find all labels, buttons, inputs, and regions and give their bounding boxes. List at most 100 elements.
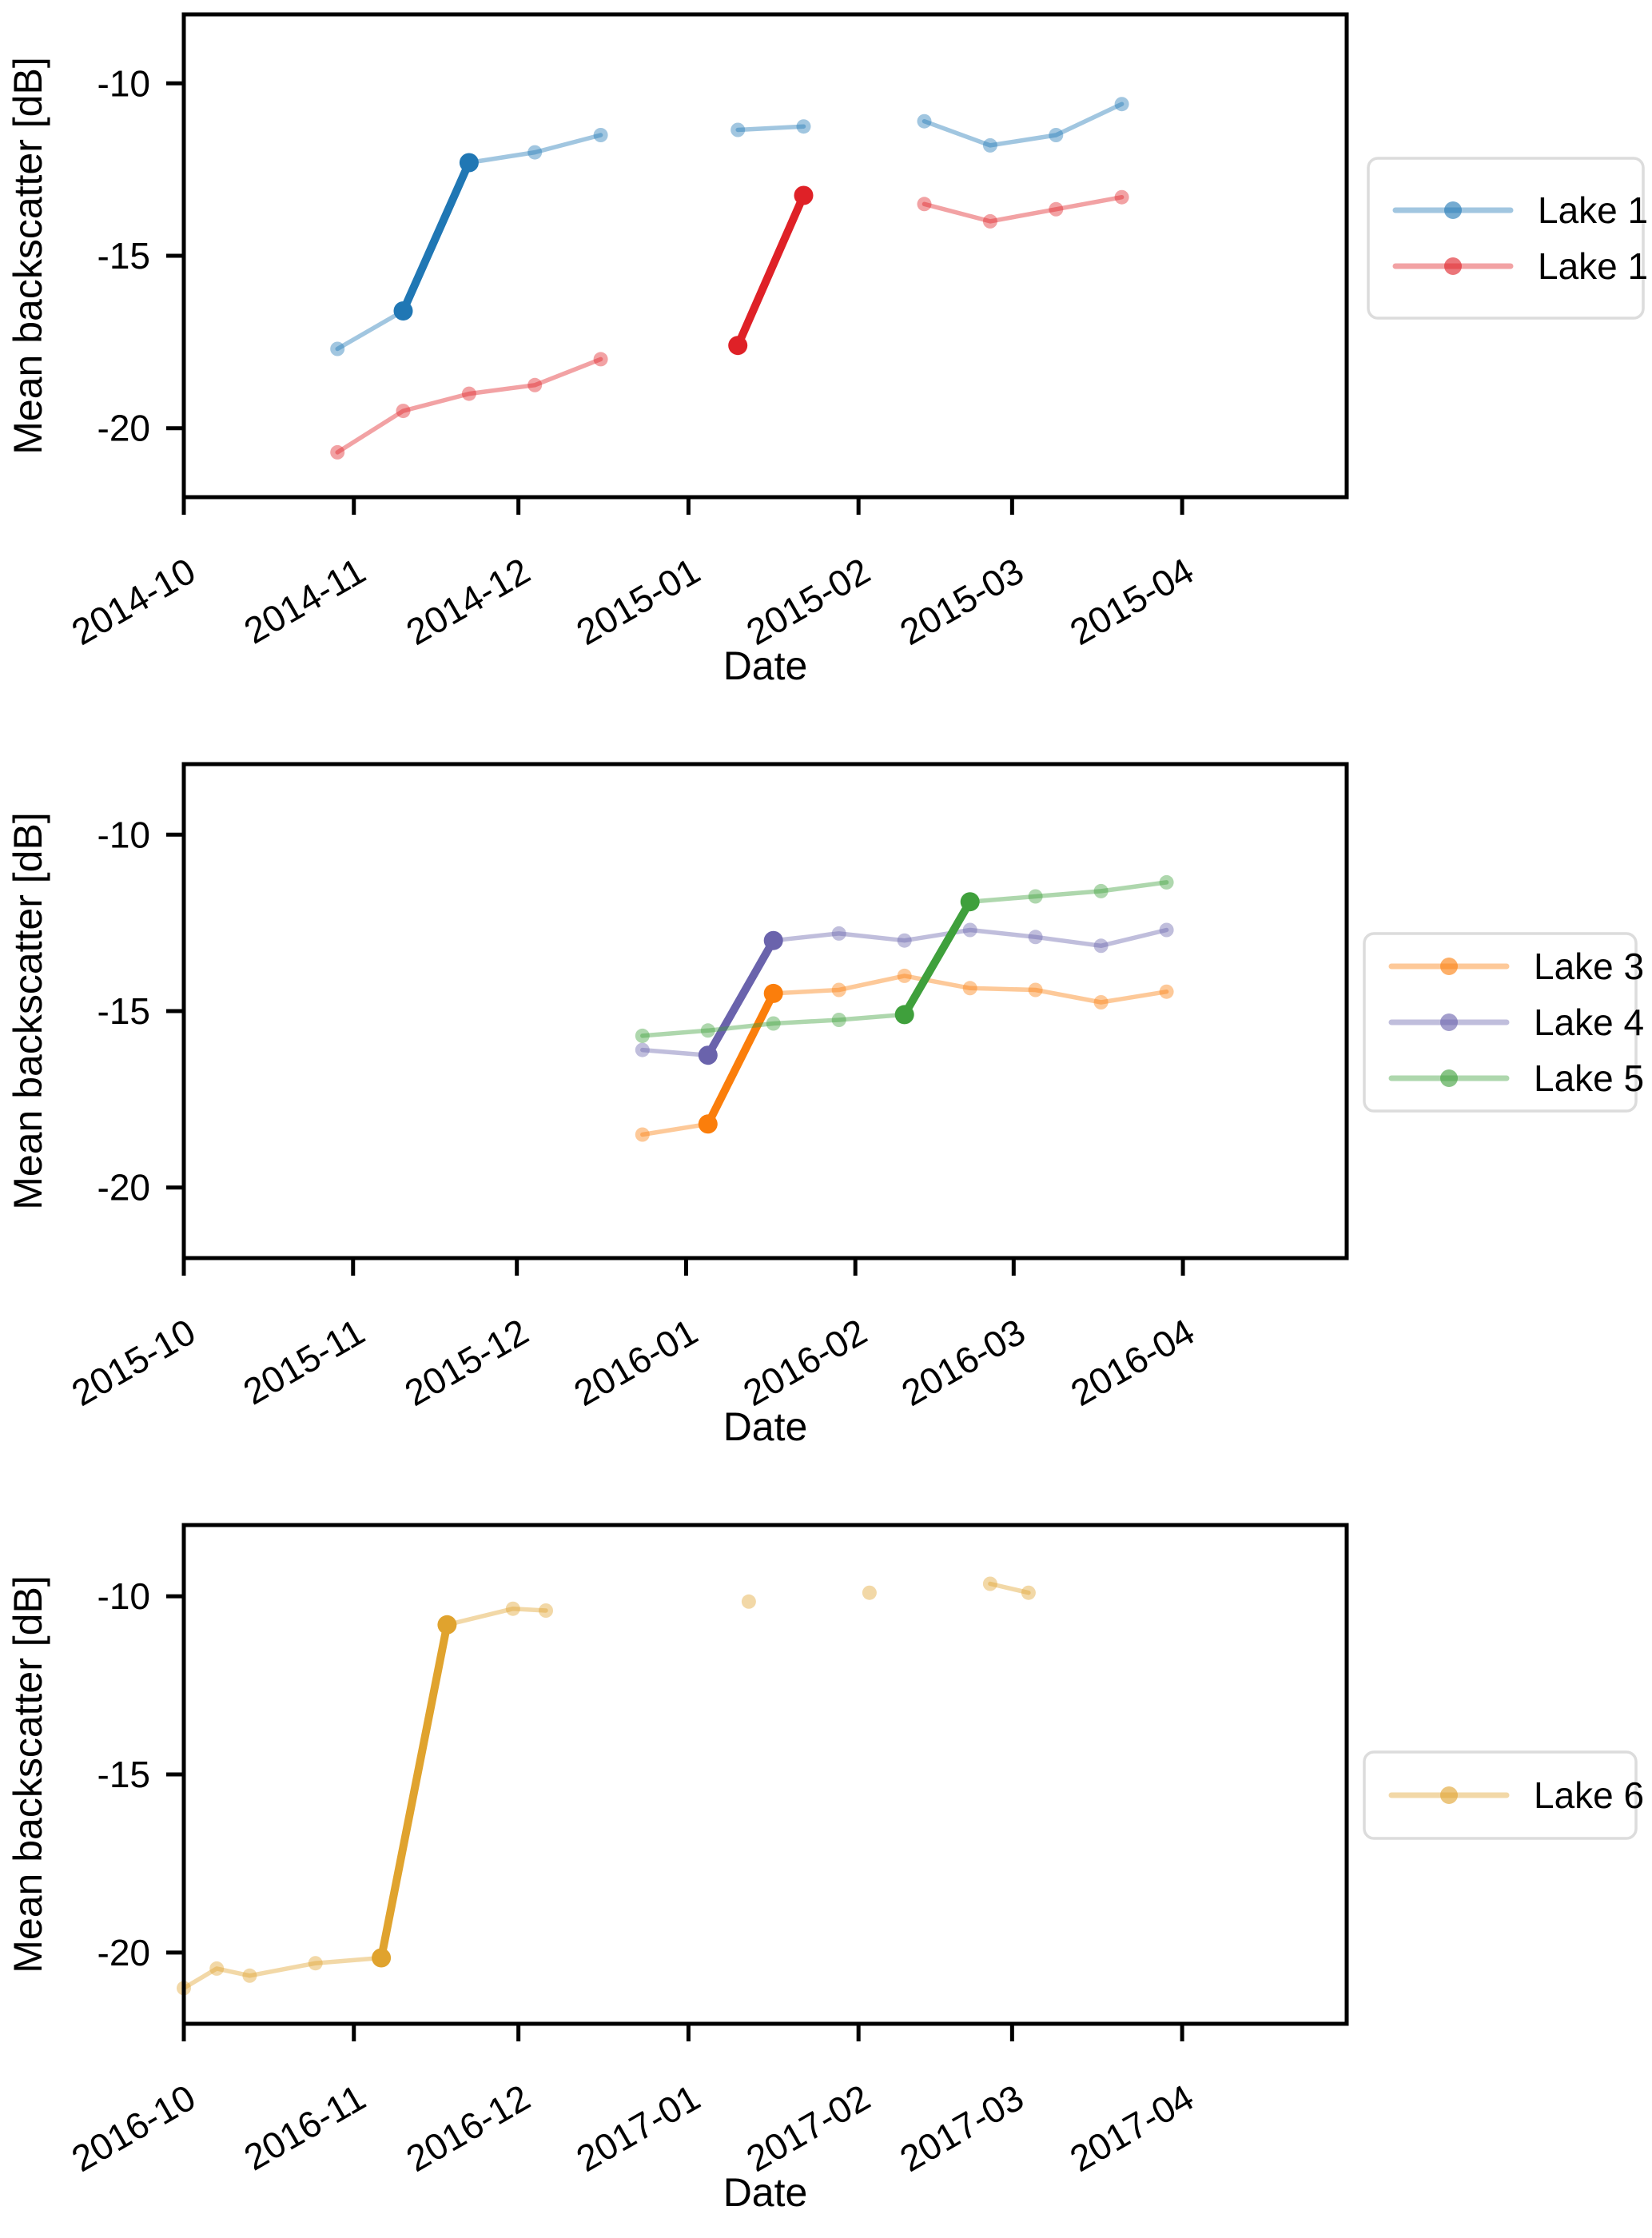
data-point: [962, 922, 977, 938]
data-point: [1049, 128, 1064, 142]
series-line: [335, 356, 603, 455]
x-tick-label: 2015-04: [1063, 550, 1200, 653]
x-tick-label: 2017-02: [739, 2077, 877, 2180]
legend-entry: Lake 1: [1392, 189, 1648, 231]
y-axis: -10 -15 -20: [98, 814, 184, 1209]
series-line: [735, 124, 806, 133]
data-point: [831, 926, 846, 941]
data-point: [730, 122, 746, 137]
legend: Lake 3 Lake 4 Lake 5: [1363, 932, 1644, 1113]
data-point: [1159, 984, 1174, 999]
legend-marker: [1440, 958, 1458, 975]
data-point: [831, 982, 846, 998]
series-lake-6-light: [177, 1576, 1036, 1996]
series-line: [922, 102, 1125, 148]
freeze-up-bold-point: [960, 892, 980, 912]
x-tick-label: 2015-11: [237, 1311, 372, 1413]
data-point: [962, 981, 977, 996]
legend-label: Lake 3: [1534, 946, 1644, 987]
data-point: [1021, 1585, 1036, 1600]
freeze-up-bold-point: [728, 336, 748, 356]
freeze-up-bold-point: [459, 153, 479, 173]
y-tick-label: -15: [98, 1754, 150, 1795]
series-lake-1-light: [330, 188, 1129, 460]
series-lake-1-light: [330, 97, 1129, 356]
x-tick-label: 2016-04: [1064, 1311, 1201, 1414]
data-point: [635, 1028, 650, 1043]
data-point: [1159, 874, 1174, 890]
series-lake-5-bold-segment: [894, 892, 980, 1025]
y-tick-label: -20: [98, 1167, 150, 1209]
data-point: [635, 1127, 650, 1142]
x-tick-label: 2015-03: [893, 550, 1030, 653]
chart-panel-3: 2016-10 2016-11 2016-12 2017-01 2017-02 2017-…: [6, 1523, 1644, 2215]
data-point: [1159, 922, 1174, 938]
legend-entry: Lake 3: [1388, 946, 1644, 987]
x-tick-label: 2015-01: [569, 550, 707, 653]
freeze-up-bold-line: [900, 898, 974, 1019]
x-tick-label: 2016-03: [894, 1311, 1032, 1414]
freeze-up-bold-point: [698, 1045, 718, 1065]
data-point: [635, 1042, 650, 1057]
chart-panel-2: 2015-10 2015-11 2015-12 2016-01 2016-02 2016-…: [6, 762, 1644, 1449]
y-tick-label: -15: [98, 990, 150, 1032]
x-tick-label: 2016-12: [399, 2077, 536, 2180]
x-axis-title: Date: [723, 643, 808, 688]
y-tick-label: -10: [98, 1575, 150, 1617]
freeze-up-bold-point: [372, 1948, 392, 1968]
data-point: [982, 213, 997, 229]
legend-label: Lake 1: [1538, 189, 1648, 231]
data-point: [593, 352, 608, 367]
data-point: [862, 1585, 877, 1600]
freeze-up-bold-line: [703, 989, 778, 1129]
data-point: [209, 1961, 225, 1976]
plot-series: [177, 1576, 1036, 1996]
data-point: [308, 1956, 323, 1971]
series-lake-3-bold-segment: [698, 983, 783, 1134]
legend-entry: Lake 6: [1388, 1774, 1644, 1816]
y-axis-title: Mean backscatter [dB]: [6, 812, 50, 1209]
x-axis: 2015-10 2015-11 2015-12 2016-01 2016-02 2016-…: [65, 1258, 1201, 1414]
data-point: [897, 968, 912, 983]
legend-marker: [1440, 1069, 1458, 1087]
plot-border: [181, 1523, 1349, 2026]
x-tick-label: 2016-01: [567, 1311, 704, 1414]
freeze-up-bold-point: [794, 185, 814, 205]
data-point: [1114, 189, 1129, 205]
data-point: [539, 1603, 553, 1618]
series-lake-1-bold-segment: [393, 153, 479, 321]
x-tick-label: 2017-03: [893, 2077, 1030, 2180]
data-point: [796, 119, 811, 134]
data-point: [1093, 938, 1109, 954]
y-tick-label: -20: [98, 408, 150, 449]
data-point: [897, 933, 912, 948]
legend-label: Lake 4: [1534, 1002, 1644, 1043]
data-point: [242, 1968, 257, 1983]
data-point: [982, 1576, 997, 1591]
x-tick-label: 2016-10: [65, 2077, 202, 2180]
data-point: [330, 444, 345, 460]
series-line: [988, 1581, 1031, 1595]
x-tick-label: 2016-11: [237, 2077, 372, 2179]
plot-series: [635, 874, 1174, 1142]
freeze-up-bold-line: [703, 936, 778, 1060]
freeze-up-bold-point: [393, 301, 413, 321]
legend-box: [1367, 157, 1645, 320]
data-point: [1093, 995, 1109, 1009]
legend-marker: [1444, 201, 1462, 219]
plot-border: [181, 12, 1349, 500]
legend-marker: [1440, 1786, 1458, 1804]
y-tick-label: -20: [98, 1932, 150, 1973]
data-point: [527, 145, 543, 160]
x-axis: 2016-10 2016-11 2016-12 2017-01 2017-02 2017-…: [65, 2024, 1200, 2180]
series-line: [181, 1606, 548, 1991]
x-tick-label: 2017-04: [1063, 2077, 1200, 2180]
data-point: [917, 113, 932, 129]
freeze-up-bold-point: [698, 1114, 718, 1134]
data-point: [1028, 889, 1043, 904]
series-line: [640, 974, 1169, 1137]
x-axis: 2014-10 2014-11 2014-12 2015-01 2015-02 2015-…: [65, 497, 1200, 653]
x-tick-label: 2015-12: [397, 1311, 535, 1414]
legend-label: Lake 5: [1534, 1057, 1644, 1099]
data-point: [461, 386, 476, 401]
